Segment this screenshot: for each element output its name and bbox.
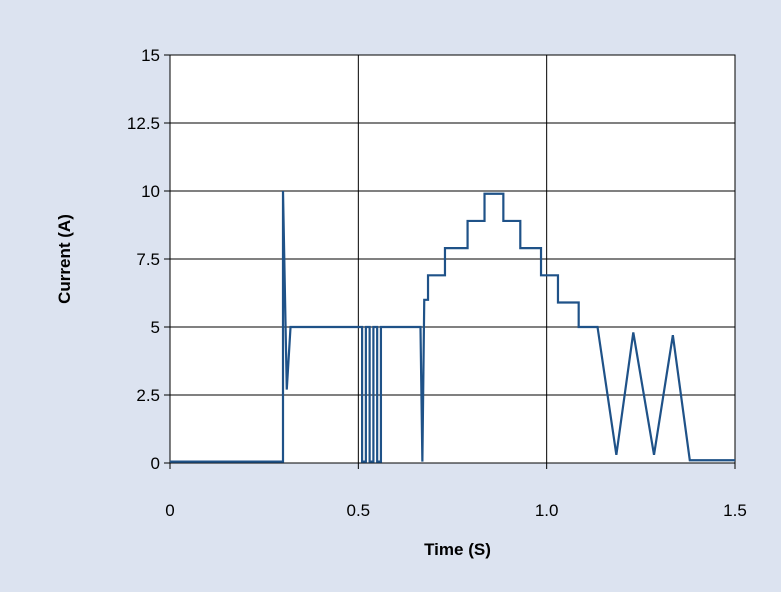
x-tick-label: 1.0: [535, 501, 559, 520]
series-line: [170, 190, 735, 463]
y-tick-label: 15: [141, 46, 160, 65]
y-tick-label: 0: [151, 454, 160, 473]
y-tick-label: 10: [141, 182, 160, 201]
y-tick-label: 7.5: [136, 250, 160, 269]
y-axis-title: Current (A): [55, 214, 74, 304]
y-tick-label: 2.5: [136, 386, 160, 405]
y-tick-label: 12.5: [127, 114, 160, 133]
x-tick-label: 0.5: [347, 501, 371, 520]
y-tick-label: 5: [151, 318, 160, 337]
x-tick-label: 1.5: [723, 501, 747, 520]
x-axis-title: Time (S): [424, 540, 491, 559]
x-tick-label: 0: [165, 501, 174, 520]
